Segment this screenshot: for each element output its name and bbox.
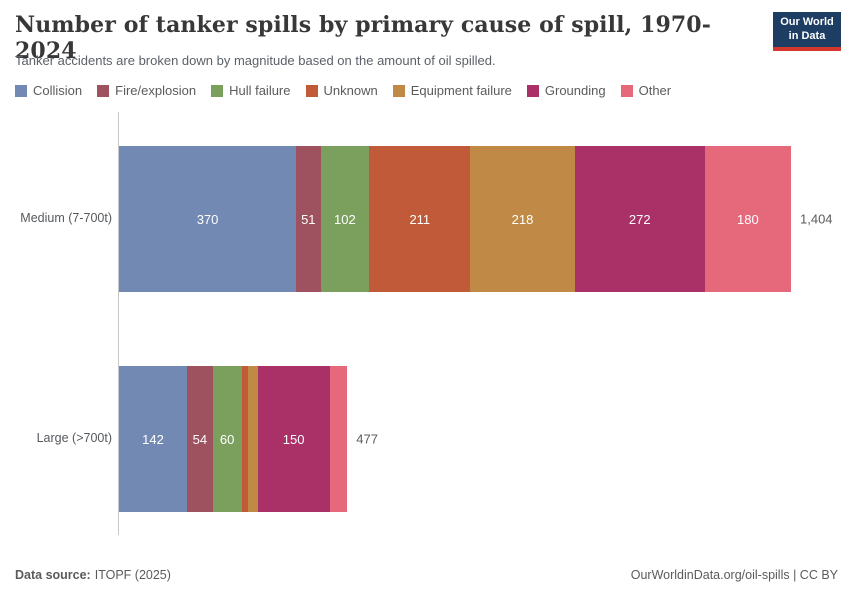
legend-item-collision[interactable]: Collision — [15, 83, 82, 98]
category-label-medium-7-700t: Medium (7-700t) — [20, 211, 112, 225]
legend: Collision Fire/explosion Hull failure Unkno… — [15, 83, 671, 98]
segment-value-label: 370 — [196, 211, 219, 227]
legend-swatch-hull-failure — [211, 84, 224, 97]
bar-segment-large-700t-grounding[interactable]: 150 — [257, 366, 330, 512]
legend-label: Fire/explosion — [115, 83, 197, 98]
legend-label: Collision — [33, 83, 83, 98]
footer-link[interactable]: OurWorldinData.org/oil-spills | CC BY — [630, 568, 838, 582]
legend-label: Hull failure — [229, 83, 291, 98]
bar-total-label-large-700t: 477 — [356, 431, 378, 447]
segment-value-label: 211 — [409, 211, 431, 227]
bar-segment-large-700t-unknown[interactable] — [241, 366, 249, 512]
page-title: Number of tanker spills by primary cause… — [15, 12, 711, 64]
footer: Data source: ITOPF (2025) OurWorldinData.… — [15, 568, 838, 582]
legend-item-other[interactable]: Other — [620, 83, 672, 98]
legend-item-grounding[interactable]: Grounding — [526, 83, 606, 98]
segment-value-label: 54 — [192, 431, 208, 447]
owid-logo-line1: Our World — [780, 16, 834, 28]
legend-swatch-fire-explosion — [97, 84, 110, 97]
bar-segment-large-700t-fire-explosion[interactable]: 54 — [186, 366, 213, 512]
legend-item-equipment-failure[interactable]: Equipment failure — [392, 83, 512, 98]
bar-segment-large-700t-equipment-failure[interactable] — [248, 366, 258, 512]
legend-swatch-other — [620, 84, 633, 97]
data-source-label: Data source: — [15, 568, 91, 582]
legend-label: Grounding — [544, 83, 606, 98]
bar-segment-large-700t-other[interactable] — [329, 366, 348, 512]
data-source-value: ITOPF (2025) — [94, 568, 171, 582]
legend-swatch-unknown — [305, 84, 318, 97]
legend-label: Other — [638, 83, 672, 98]
plot-area: 370 51 102 211 218 272 180 1,404 142 54 60 150 477 — [118, 112, 833, 535]
legend-item-hull-failure[interactable]: Hull failure — [211, 83, 291, 98]
legend-label: Unknown — [323, 83, 378, 98]
bar-total-label-medium-7-700t: 1,404 — [800, 211, 833, 227]
bar-segment-medium-7-700t-grounding[interactable]: 272 — [574, 146, 705, 292]
bar-segment-large-700t-collision[interactable]: 142 — [119, 366, 187, 512]
segment-value-label: 102 — [334, 211, 356, 227]
legend-item-fire-explosion[interactable]: Fire/explosion — [97, 83, 196, 98]
legend-swatch-collision — [15, 84, 27, 97]
bar-row-large-700t: 142 54 60 150 — [119, 366, 348, 512]
bar-segment-medium-7-700t-collision[interactable]: 370 — [119, 146, 297, 292]
segment-value-label: 272 — [628, 211, 651, 227]
chart-subtitle: Tanker accidents are broken down by magn… — [15, 53, 496, 68]
legend-item-unknown[interactable]: Unknown — [305, 83, 378, 98]
legend-label: Equipment failure — [410, 83, 512, 98]
legend-swatch-grounding — [526, 84, 539, 97]
segment-value-label: 142 — [142, 431, 164, 447]
legend-swatch-equipment-failure — [392, 84, 405, 97]
category-label-large-700t: Large (>700t) — [36, 431, 112, 445]
segment-value-label: 218 — [511, 211, 534, 227]
segment-value-label: 51 — [301, 211, 316, 227]
bar-segment-medium-7-700t-unknown[interactable]: 211 — [369, 146, 471, 292]
segment-value-label: 150 — [282, 431, 305, 447]
owid-logo-line2: in Data — [788, 29, 826, 42]
bar-segment-medium-7-700t-other[interactable]: 180 — [704, 146, 791, 292]
bar-segment-medium-7-700t-fire-explosion[interactable]: 51 — [296, 146, 321, 292]
bar-segment-medium-7-700t-hull-failure[interactable]: 102 — [320, 146, 370, 292]
bar-segment-medium-7-700t-equipment-failure[interactable]: 218 — [470, 146, 575, 292]
bar-segment-large-700t-hull-failure[interactable]: 60 — [212, 366, 242, 512]
data-source: Data source: ITOPF (2025) — [15, 568, 171, 582]
bar-row-medium-7-700t: 370 51 102 211 218 272 180 — [119, 146, 791, 292]
segment-value-label: 60 — [219, 431, 235, 447]
owid-logo: Our World in Data — [773, 12, 841, 51]
segment-value-label: 180 — [737, 211, 759, 227]
